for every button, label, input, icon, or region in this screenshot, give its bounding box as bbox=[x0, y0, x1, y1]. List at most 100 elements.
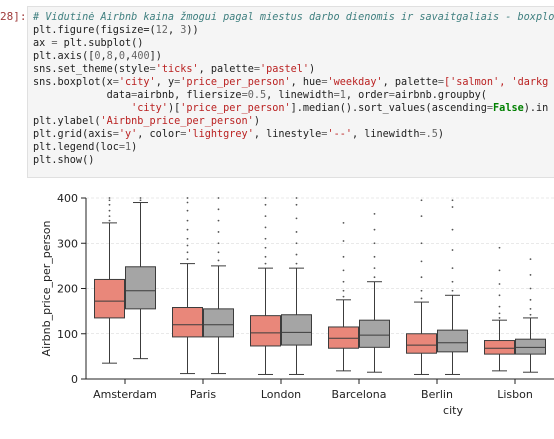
box bbox=[281, 314, 312, 346]
code-token: 'pastel' bbox=[259, 64, 310, 75]
code-token: plt.axis([ bbox=[33, 51, 95, 62]
x-tick-label: Paris bbox=[190, 388, 216, 401]
code-token: plt.show() bbox=[33, 155, 95, 166]
flier-point bbox=[295, 242, 298, 245]
code-token: , bbox=[112, 51, 119, 62]
box bbox=[94, 278, 125, 319]
code-line: sns.boxplot(x='city', y='price_per_perso… bbox=[33, 76, 554, 89]
flier-point bbox=[342, 289, 345, 292]
box bbox=[172, 307, 203, 338]
code-token: )[ bbox=[167, 103, 181, 114]
flier-point bbox=[217, 208, 220, 211]
code-token: , color bbox=[137, 129, 181, 140]
code-line: data=airbnb, fliersize=0.5, linewidth=1,… bbox=[33, 89, 554, 102]
flier-point bbox=[108, 209, 111, 212]
flier-point bbox=[295, 197, 298, 199]
code-token: plt.ylabel( bbox=[33, 116, 101, 127]
flier-point bbox=[373, 255, 376, 258]
x-tick-label: London bbox=[261, 388, 301, 401]
x-tick-label: Berlin bbox=[421, 388, 453, 401]
code-token: sns.boxplot(x bbox=[33, 77, 113, 88]
x-tick-label: Lisbon bbox=[497, 388, 533, 401]
code-token: 12 bbox=[155, 25, 168, 36]
flier-point bbox=[420, 289, 423, 292]
code-token: '--' bbox=[327, 129, 352, 140]
code-token: 'city' bbox=[118, 77, 156, 88]
code-token: , hue bbox=[290, 77, 322, 88]
code-token: ) bbox=[131, 142, 138, 153]
flier-point bbox=[139, 199, 142, 202]
flier-point bbox=[342, 269, 345, 272]
code-token: # Vidutinė Airbnb kaina žmogui pagal mie… bbox=[33, 12, 554, 23]
code-token: = bbox=[112, 77, 119, 88]
flier-point bbox=[451, 280, 454, 283]
box bbox=[328, 326, 359, 349]
flier-point bbox=[451, 206, 454, 208]
flier-point bbox=[108, 199, 111, 202]
code-token: 'y' bbox=[118, 129, 138, 140]
flier-point bbox=[498, 283, 501, 285]
code-line: plt.show() bbox=[33, 154, 554, 167]
flier-point bbox=[264, 226, 267, 229]
code-line: 'city')['price_per_person'].median().sor… bbox=[33, 102, 554, 115]
code-cell[interactable]: # Vidutinė Airbnb kaina žmogui pagal mie… bbox=[27, 6, 554, 178]
code-token: ) bbox=[253, 116, 260, 127]
code-token: 'Airbnb_price_per_person' bbox=[100, 116, 254, 127]
flier-point bbox=[186, 228, 189, 231]
box bbox=[250, 315, 281, 347]
flier-point bbox=[342, 295, 345, 298]
code-token: ) bbox=[309, 64, 316, 75]
code-token: 'weekday' bbox=[327, 77, 383, 88]
code-token: = bbox=[180, 129, 187, 140]
code-token: 'city' bbox=[33, 103, 168, 114]
code-token: , y bbox=[155, 77, 175, 88]
flier-point bbox=[108, 203, 111, 206]
code-token: = bbox=[321, 77, 328, 88]
code-token: ) bbox=[437, 129, 445, 140]
flier-point bbox=[217, 251, 220, 254]
code-token: False bbox=[493, 103, 524, 114]
code-line: plt.grid(axis='y', color='lightgrey', li… bbox=[33, 128, 554, 141]
flier-point bbox=[264, 215, 267, 217]
flier-point bbox=[186, 237, 189, 240]
boxplot-chart: 0 100 200 300 400 Amsterdam Paris London Barcelo… bbox=[0, 180, 554, 439]
flier-point bbox=[420, 215, 423, 217]
flier-point bbox=[529, 313, 532, 316]
flier-point bbox=[108, 215, 111, 217]
flier-point bbox=[264, 255, 267, 258]
code-token: plt.legend(loc bbox=[33, 142, 119, 153]
code-token: = bbox=[388, 90, 395, 101]
code-token: = bbox=[51, 38, 58, 49]
code-token: plt.grid(axis bbox=[33, 129, 113, 140]
code-token: 0 bbox=[94, 51, 101, 62]
flier-point bbox=[264, 262, 267, 265]
code-token: = bbox=[419, 129, 426, 140]
flier-point bbox=[373, 212, 376, 215]
code-token: sns.set_theme(style bbox=[33, 64, 150, 75]
flier-point bbox=[451, 289, 454, 292]
y-tick-label: 200 bbox=[57, 283, 78, 296]
flier-point bbox=[498, 317, 501, 319]
code-token: ]) bbox=[149, 51, 162, 62]
flier-point bbox=[295, 231, 298, 233]
code-token: = bbox=[131, 90, 138, 101]
flier-point bbox=[295, 217, 298, 220]
code-token: 'price_per_person' bbox=[180, 103, 291, 114]
code-token: ).in bbox=[523, 103, 549, 114]
flier-point bbox=[186, 258, 189, 260]
flier-point bbox=[217, 242, 220, 245]
code-token: 1 bbox=[339, 90, 346, 101]
code-token: , bbox=[100, 51, 107, 62]
code-line: plt.figure(figsize=(12, 3)) bbox=[33, 24, 554, 37]
code-token: , linewidth bbox=[351, 129, 420, 140]
box bbox=[125, 266, 156, 310]
box bbox=[437, 329, 468, 353]
code-token: , palette bbox=[382, 77, 438, 88]
flier-point bbox=[264, 203, 267, 206]
flier-point bbox=[373, 242, 376, 245]
flier-point bbox=[264, 197, 267, 199]
flier-point bbox=[342, 255, 345, 258]
y-tick-label: 400 bbox=[57, 192, 78, 205]
code-token: ax bbox=[33, 38, 52, 49]
flier-point bbox=[529, 287, 532, 290]
